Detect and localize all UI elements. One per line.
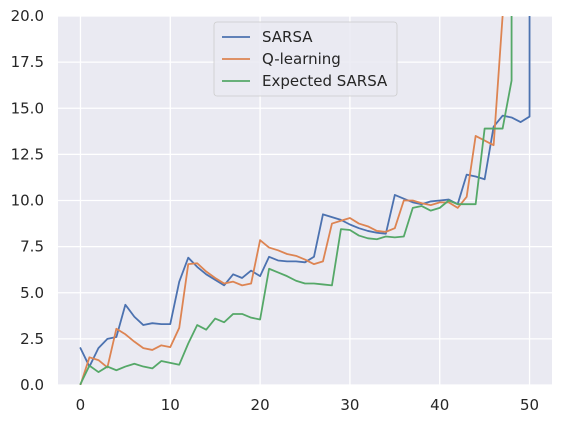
axis-layer: 0 10 20 30 40 50 0.0 2.5 5.0 7.5 10.0 12.5 15.0 17.5 2… bbox=[11, 7, 539, 414]
legend-label: Expected SARSA bbox=[262, 72, 388, 90]
legend-label: Q-learning bbox=[262, 50, 341, 68]
x-tick-label: 20 bbox=[251, 396, 270, 414]
y-tick-label: 5.0 bbox=[20, 284, 44, 302]
legend-box bbox=[213, 21, 398, 97]
series-line-expected-sarsa bbox=[79, 16, 513, 385]
y-tick-label: 15.0 bbox=[11, 99, 44, 117]
y-tick-label: 12.5 bbox=[11, 145, 44, 163]
y-tick-label: 20.0 bbox=[11, 7, 44, 25]
y-tick-label: 10.0 bbox=[11, 192, 44, 210]
y-tick-label: 17.5 bbox=[11, 53, 44, 71]
x-tick-label: 10 bbox=[161, 396, 180, 414]
legend: SARSA Q-learning Expected SARSA bbox=[213, 21, 398, 97]
y-tick-label: 7.5 bbox=[20, 238, 44, 256]
x-tick-label: 50 bbox=[520, 396, 539, 414]
series-line-q-learning bbox=[79, 16, 504, 385]
y-tick-label: 2.5 bbox=[20, 330, 44, 348]
x-tick-label: 0 bbox=[76, 396, 86, 414]
series-layer bbox=[79, 16, 531, 385]
series-line-sarsa bbox=[79, 16, 531, 368]
y-tick-label: 0.0 bbox=[20, 376, 44, 394]
x-tick-label: 40 bbox=[430, 396, 449, 414]
legend-label: SARSA bbox=[262, 28, 313, 46]
x-tick-label: 30 bbox=[340, 396, 359, 414]
